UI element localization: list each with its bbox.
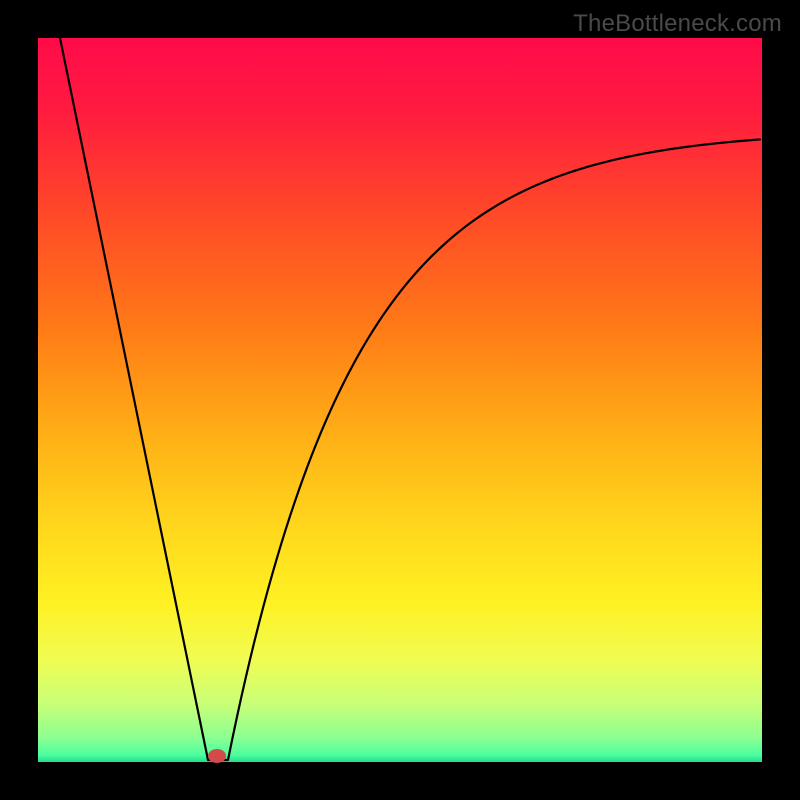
plot-gradient-background [38, 38, 762, 762]
minimum-marker [208, 749, 226, 763]
watermark-text: TheBottleneck.com [573, 10, 782, 38]
bottleneck-chart [0, 0, 800, 800]
